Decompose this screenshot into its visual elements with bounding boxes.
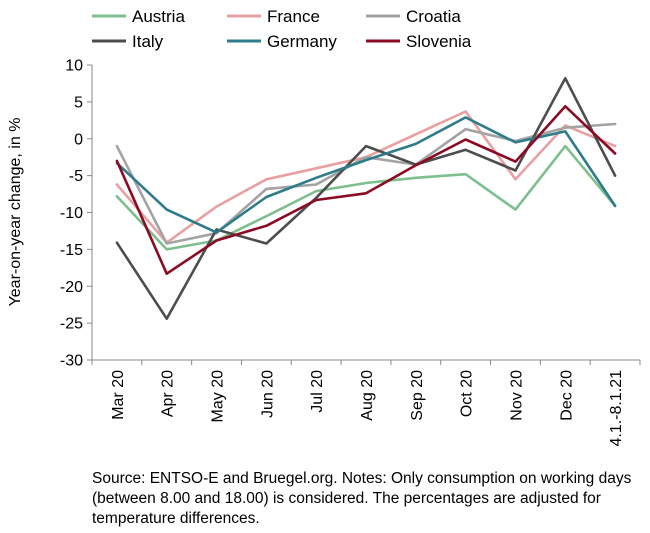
y-tick-label: -15 xyxy=(60,242,83,259)
y-tick-label: -10 xyxy=(60,205,83,222)
series-line-slovenia xyxy=(115,105,617,276)
series-line-austria xyxy=(115,144,617,251)
legend-label-italy: Italy xyxy=(132,32,164,51)
y-tick-label: 10 xyxy=(65,58,83,75)
source-note: Source: ENTSO-E and Bruegel.org. Notes: … xyxy=(92,470,632,527)
x-tick-label: Oct 20 xyxy=(459,370,476,417)
legend-label-germany: Germany xyxy=(267,32,337,51)
x-tick-label: Apr 20 xyxy=(160,370,177,417)
legend-label-austria: Austria xyxy=(132,7,185,26)
axes xyxy=(91,65,640,361)
x-tick-label: Mar 20 xyxy=(110,370,127,420)
y-tick-label: 5 xyxy=(74,94,83,111)
y-axis-ticks: 10 5 0 -5 -10 -15 -20 -25 -30 xyxy=(60,58,92,370)
x-tick-label: Sep 20 xyxy=(409,370,426,421)
legend-label-slovenia: Slovenia xyxy=(406,32,472,51)
y-tick-label: -5 xyxy=(69,168,83,185)
y-tick-label: -20 xyxy=(60,279,83,296)
legend-label-croatia: Croatia xyxy=(406,7,461,26)
series-line-germany xyxy=(115,116,617,234)
x-tick-label: 4.1.-8.1.21 xyxy=(608,370,625,447)
y-axis-title: Year-on-year change, in % xyxy=(7,118,24,307)
series-line-croatia xyxy=(115,122,617,245)
x-tick-label: Jul 20 xyxy=(309,370,326,413)
x-tick-label: Jun 20 xyxy=(259,370,276,418)
x-tick-label: Nov 20 xyxy=(508,370,525,421)
y-tick-label: -30 xyxy=(60,353,83,370)
y-tick-label: -25 xyxy=(60,316,83,333)
x-axis-ticks: Mar 20 Apr 20 May 20 Jun 20 Jul 20 Aug 20 Sep … xyxy=(91,360,641,447)
line-chart: Austria France Croatia Italy Germany Slovenia… xyxy=(7,7,641,447)
x-tick-label: May 20 xyxy=(210,370,227,423)
y-tick-label: 0 xyxy=(74,131,83,148)
x-tick-label: Dec 20 xyxy=(558,370,575,421)
series-lines xyxy=(115,77,617,321)
series-line-italy xyxy=(115,77,617,321)
legend-label-france: France xyxy=(267,7,320,26)
legend: Austria France Croatia Italy Germany Slovenia xyxy=(92,7,472,51)
x-tick-label: Aug 20 xyxy=(359,370,376,421)
